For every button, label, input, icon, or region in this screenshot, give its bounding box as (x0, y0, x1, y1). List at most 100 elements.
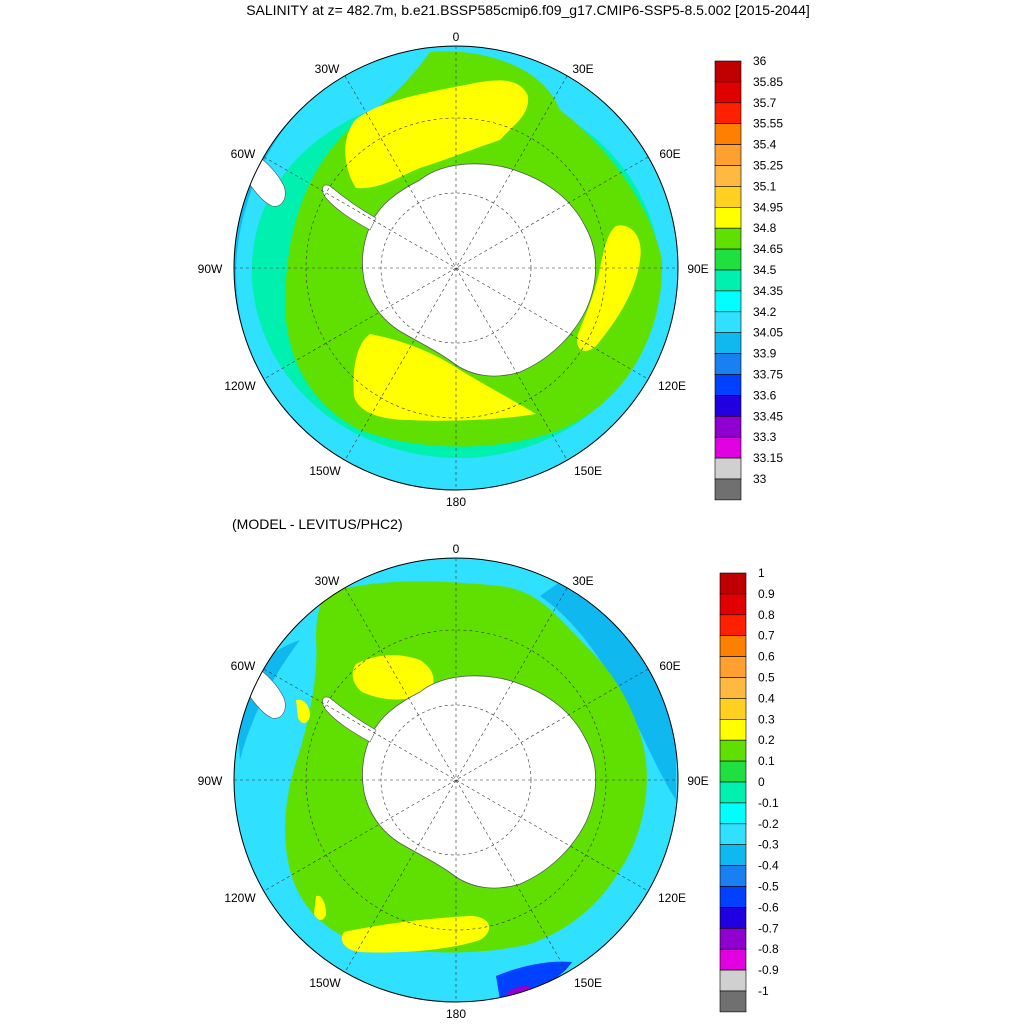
colorbar-swatch (714, 478, 742, 501)
colorbar-label: 34.35 (753, 284, 783, 298)
colorbar-label: 33.6 (753, 388, 777, 402)
salinity-yellow-south (353, 334, 536, 421)
difference-subtitle: (MODEL - LEVITUS/PHC2) (232, 516, 403, 532)
colorbar-swatch (719, 656, 747, 678)
antarctic-peninsula (322, 184, 377, 231)
difference-lon-labels: 0 30E 60E 90E 120E 150E 180 150W 120W 90W 60W 30W (198, 542, 709, 1021)
lon-label: 60W (231, 659, 256, 673)
colorbar-swatch (714, 165, 742, 187)
colorbar-label: 35.1 (753, 179, 777, 193)
colorbar-label: 35.25 (753, 159, 783, 173)
salinity-lon-labels: 0 30E 60E 90E 120E 150E 180 150W 120W 90W 60W 30W (198, 30, 709, 509)
colorbar-label: 0.5 (758, 671, 775, 685)
lon-label: 30W (315, 574, 340, 588)
lon-label: 30E (572, 62, 593, 76)
salinity-map-border (233, 45, 679, 491)
colorbar-label: 0 (758, 775, 765, 789)
colorbar-swatch (714, 81, 742, 104)
diff-yellow-north (352, 655, 434, 700)
colorbar-swatch (714, 123, 742, 145)
colorbar-label: -0.5 (758, 880, 779, 894)
colorbar-swatch (719, 969, 747, 992)
colorbar-label: 33.3 (753, 430, 777, 444)
lon-label: 90E (687, 774, 708, 788)
lon-label: 120W (224, 891, 256, 905)
diff-yellow-south (341, 916, 490, 953)
colorbar-swatch (719, 572, 747, 595)
colorbar-label: 33.15 (753, 451, 783, 465)
lon-label: 120W (224, 379, 256, 393)
difference-map (234, 558, 678, 1002)
colorbar-swatch (719, 781, 747, 804)
colorbar-swatch (719, 823, 747, 845)
colorbar-swatch (714, 207, 742, 229)
figure-title: SALINITY at z= 482.7m, b.e21.BSSP585cmip… (246, 2, 810, 18)
colorbar-swatch (719, 886, 747, 908)
lon-label: 0 (453, 30, 460, 44)
colorbar-swatch (714, 457, 742, 480)
colorbar-swatch (719, 948, 747, 971)
lon-label: 150E (574, 464, 602, 478)
salinity-yellow-east (577, 225, 641, 351)
colorbar-label: -0.8 (758, 942, 779, 956)
salinity-yellow-north (345, 80, 529, 189)
salinity-colorbar: 36 35.85 35.7 35.55 35.4 35.25 35.1 34.95 34.8 34… (714, 54, 783, 501)
lon-label: 60W (231, 147, 256, 161)
lon-label: 180 (446, 495, 466, 509)
colorbar-label: -0.7 (758, 921, 779, 935)
lon-label: 90W (198, 774, 223, 788)
salinity-graticule (234, 46, 678, 490)
colorbar-label: -1 (758, 984, 769, 998)
colorbar-label: 33.45 (753, 409, 783, 423)
colorbar-swatch (714, 374, 742, 396)
colorbar-label: 0.7 (758, 629, 775, 643)
lon-label: 0 (453, 542, 460, 556)
colorbar-swatch (714, 227, 742, 250)
lon-label: 60E (659, 147, 680, 161)
diff-antarctica-landmass (362, 675, 597, 889)
colorbar-label: -0.2 (758, 817, 779, 831)
colorbar-label: -0.4 (758, 859, 779, 873)
colorbar-swatch (719, 865, 747, 887)
lon-label: 30W (315, 62, 340, 76)
diff-yellow-patagonia (296, 699, 310, 724)
colorbar-swatch (714, 248, 742, 271)
colorbar-label: 35.7 (753, 96, 777, 110)
lon-label: 30E (572, 574, 593, 588)
colorbar-label: 0.9 (758, 587, 775, 601)
colorbar-label: 33.75 (753, 368, 783, 382)
colorbar-label: 36 (753, 54, 767, 68)
colorbar-swatch (719, 844, 747, 866)
colorbar-label: 34.2 (753, 305, 777, 319)
colorbar-label: 35.4 (753, 138, 777, 152)
lon-label: 120E (658, 379, 686, 393)
colorbar-label: 34.65 (753, 242, 783, 256)
colorbar-swatch (719, 698, 747, 720)
colorbar-swatch (714, 269, 742, 292)
colorbar-label: 0.4 (758, 691, 775, 705)
lon-label: 120E (658, 891, 686, 905)
diff-antarctic-peninsula (322, 696, 377, 743)
colorbar-swatch (714, 436, 742, 459)
lon-label: 150E (574, 976, 602, 990)
colorbar-swatch (719, 927, 747, 950)
colorbar-label: 35.55 (753, 117, 783, 131)
colorbar-swatch (719, 635, 747, 657)
lon-label: 60E (659, 659, 680, 673)
lon-label: 90W (198, 262, 223, 276)
difference-graticule (234, 558, 678, 1002)
colorbar-label: 0.2 (758, 733, 775, 747)
colorbar-swatch (714, 395, 742, 417)
colorbar-label: 34.05 (753, 326, 783, 340)
colorbar-label: 0.8 (758, 608, 775, 622)
antarctica-landmass (362, 163, 597, 377)
lon-label: 150W (309, 464, 341, 478)
colorbar-label: 0.3 (758, 712, 775, 726)
diff-east-blue (540, 582, 676, 800)
colorbar-label: 35.85 (753, 75, 783, 89)
colorbar-label: -0.9 (758, 963, 779, 977)
colorbar-swatch (714, 311, 742, 333)
colorbar-label: -0.6 (758, 900, 779, 914)
colorbar-swatch (714, 415, 742, 438)
